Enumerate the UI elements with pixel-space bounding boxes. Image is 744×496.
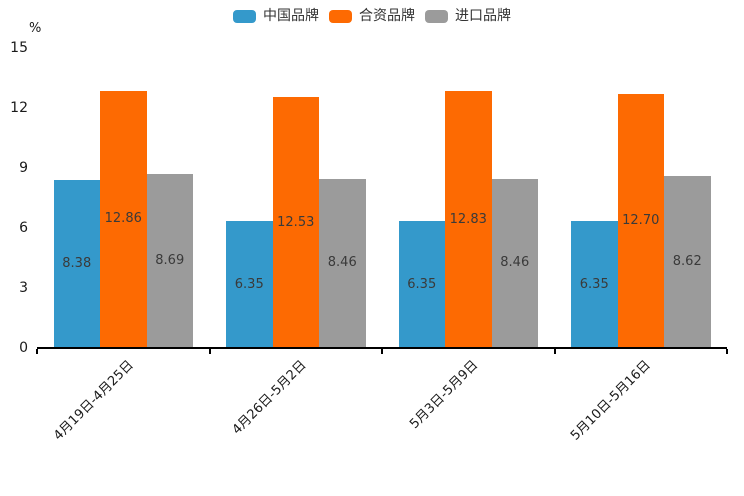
x-axis-tick bbox=[726, 349, 728, 354]
legend-item-series1[interactable]: 中国品牌 bbox=[233, 8, 319, 24]
y-axis-tick-label: 9 bbox=[19, 160, 28, 176]
bar-series2-group1 bbox=[100, 90, 147, 348]
legend-swatch-icon bbox=[329, 9, 352, 23]
y-axis-tick-label: 3 bbox=[19, 280, 28, 296]
bar-value-label: 12.70 bbox=[622, 213, 660, 228]
x-axis-label: 4月26日-5月2日 bbox=[229, 357, 310, 438]
bar-series1-group2 bbox=[226, 221, 273, 348]
bar-value-label: 8.46 bbox=[500, 255, 530, 271]
y-axis-tick-label: 0 bbox=[19, 340, 28, 356]
bar-value-label: 12.86 bbox=[104, 211, 142, 227]
x-axis-line bbox=[37, 347, 727, 349]
y-axis-unit-label: % bbox=[29, 21, 42, 36]
bar-value-label: 8.69 bbox=[155, 253, 185, 269]
x-axis-tick bbox=[553, 349, 556, 354]
x-axis-label: 4月19日-4月25日 bbox=[50, 357, 137, 444]
bar-value-label: 6.35 bbox=[234, 276, 264, 292]
bar-series2-group2 bbox=[272, 97, 319, 348]
bar-value-label: 12.83 bbox=[449, 211, 487, 227]
x-axis-label: 5月3日-5月9日 bbox=[407, 357, 482, 432]
bar-series3-group2 bbox=[319, 178, 366, 348]
legend: 中国品牌 合资品牌 进口品牌 bbox=[0, 8, 744, 24]
legend-swatch-icon bbox=[233, 9, 256, 23]
bar-value-label: 6.35 bbox=[579, 276, 609, 292]
bar-series2-group3 bbox=[445, 91, 492, 348]
bar-series3-group4 bbox=[664, 175, 711, 348]
legend-item-label: 合资品牌 bbox=[359, 8, 415, 24]
legend-item-series3[interactable]: 进口品牌 bbox=[425, 8, 511, 24]
x-axis-label: 5月10日-5月16日 bbox=[568, 357, 655, 444]
legend-item-series2[interactable]: 合资品牌 bbox=[329, 8, 415, 24]
bar-series2-group4 bbox=[617, 94, 664, 348]
bar-value-label: 12.53 bbox=[277, 214, 315, 230]
bar-series3-group1 bbox=[146, 174, 193, 348]
legend-item-label: 进口品牌 bbox=[455, 8, 511, 24]
legend-swatch-icon bbox=[425, 9, 448, 23]
y-axis-tick-label: 6 bbox=[19, 220, 28, 236]
bar-series1-group3 bbox=[398, 221, 445, 348]
x-axis-tick bbox=[36, 349, 38, 354]
bar-value-label: 6.35 bbox=[407, 276, 437, 292]
y-axis-tick-label: 15 bbox=[10, 40, 28, 56]
legend-item-label: 中国品牌 bbox=[263, 8, 319, 24]
x-axis-tick bbox=[381, 349, 383, 354]
bar-value-label: 8.62 bbox=[672, 253, 702, 269]
x-axis-tick bbox=[208, 349, 211, 354]
bar-series1-group1 bbox=[53, 180, 100, 348]
bar-series1-group4 bbox=[571, 221, 618, 348]
bar-value-label: 8.46 bbox=[327, 255, 357, 271]
bar-series3-group3 bbox=[491, 178, 538, 348]
y-axis-tick-label: 12 bbox=[10, 100, 28, 116]
bar-value-label: 8.38 bbox=[62, 256, 92, 272]
